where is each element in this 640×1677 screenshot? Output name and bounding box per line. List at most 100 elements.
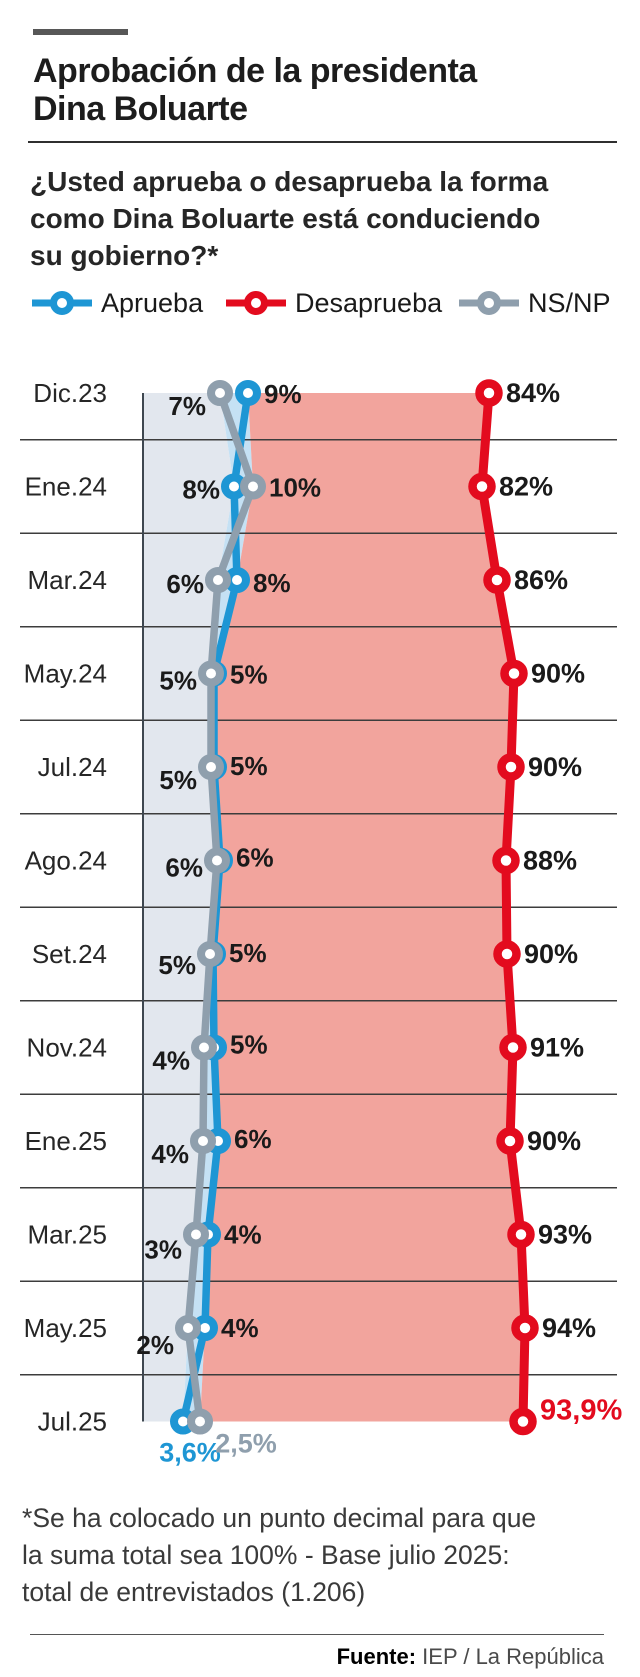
value-label-desaprueba: 91%	[530, 1033, 584, 1063]
marker-desaprueba	[499, 1033, 527, 1062]
footnote-line-2: la suma total sea 100% - Base julio 2025…	[22, 1540, 510, 1570]
date-label: Set.24	[32, 939, 107, 969]
marker-desaprueba	[511, 1314, 539, 1342]
value-label-left: 6%	[166, 569, 204, 599]
marker-aprueba	[235, 380, 261, 406]
date-label: May.25	[24, 1313, 107, 1343]
value-label-left: 4%	[152, 1046, 190, 1076]
value-label-left: 7%	[168, 391, 206, 421]
value-label-desaprueba: 90%	[527, 1126, 581, 1156]
marker-desaprueba	[509, 1407, 537, 1436]
marker-nsnp	[198, 660, 224, 687]
value-label-desaprueba: 82%	[499, 472, 553, 502]
date-label: Ene.24	[25, 472, 107, 502]
marker-nsnp	[191, 1034, 217, 1061]
page-title-line-2: Dina Boluarte	[33, 90, 248, 128]
footnote-line-3: total de entrevistados (1.206)	[22, 1577, 366, 1607]
marker-nsnp	[204, 847, 230, 874]
value-label-right: 4%	[224, 1220, 262, 1250]
value-label-left: 5%	[159, 765, 197, 795]
date-label: Nov.24	[27, 1033, 107, 1063]
value-label-left: 4%	[151, 1139, 189, 1169]
top-accent-bar	[33, 29, 128, 35]
legend: Aprueba Desaprueba NS/NP	[0, 286, 640, 320]
date-label: Ago.24	[25, 846, 107, 876]
value-label-desaprueba: 88%	[523, 846, 577, 876]
line-desaprueba	[477, 392, 530, 1422]
value-label-right: 8%	[253, 568, 291, 598]
marker-nsnp	[197, 941, 223, 967]
title-divider	[28, 141, 617, 143]
value-label-left: 8%	[182, 475, 220, 505]
value-label-right: 5%	[230, 751, 268, 781]
value-label-left: 5%	[158, 950, 196, 980]
poll-trend-chart: Dic.23 Ene.24 Mar.24 May.24 Jul.24 Ago.24 Set.…	[20, 378, 622, 1468]
marker-nsnp	[240, 473, 266, 500]
legend-item-nsnp: NS/NP	[458, 286, 611, 320]
marker-desaprueba	[507, 1220, 535, 1249]
value-label-right: 5%	[229, 938, 267, 968]
marker-desaprueba	[497, 753, 525, 781]
legend-marker-icon	[226, 291, 286, 315]
legend-label: Desaprueba	[295, 287, 443, 318]
legend-marker-icon	[459, 291, 519, 315]
marker-desaprueba	[483, 566, 511, 594]
marker-nsnp	[207, 380, 233, 406]
legend-marker-icon	[32, 291, 92, 315]
value-label-nsnp-final: 2,5%	[215, 1429, 277, 1459]
footnote: *Se ha colocado un punto decimal para qu…	[22, 1500, 536, 1611]
marker-nsnp	[198, 754, 224, 780]
chart-question-line-1: ¿Usted aprueba o desaprueba la forma	[30, 166, 549, 197]
chart-question: ¿Usted aprueba o desaprueba la forma com…	[30, 163, 548, 274]
date-label: May.24	[24, 659, 107, 689]
value-label-right: 10%	[269, 473, 321, 503]
line-nsnp	[184, 391, 257, 1422]
chart-question-line-2: como Dina Boluarte está conduciendo	[30, 203, 541, 234]
date-label: Ene.25	[25, 1126, 107, 1156]
value-label-left: 5%	[159, 666, 197, 696]
marker-nsnp	[190, 1128, 216, 1154]
source-line: Fuente: IEP / La República	[337, 1644, 604, 1670]
marker-desaprueba	[492, 846, 520, 875]
legend-label: NS/NP	[528, 287, 611, 318]
date-label: Jul.25	[38, 1407, 107, 1437]
date-label: Mar.25	[28, 1220, 108, 1250]
value-label-aprueba-final: 3,6%	[159, 1438, 221, 1468]
source-divider	[30, 1634, 604, 1635]
chart-question-line-3: su gobierno?*	[30, 240, 219, 271]
legend-item-aprueba: Aprueba	[31, 286, 203, 320]
marker-desaprueba	[500, 659, 528, 688]
marker-desaprueba	[468, 472, 496, 501]
date-label: Dic.23	[33, 378, 107, 408]
value-label-right: 6%	[234, 1124, 272, 1154]
marker-desaprueba	[493, 940, 521, 968]
legend-label: Aprueba	[101, 287, 204, 318]
value-label-right: 5%	[230, 1030, 268, 1060]
marker-desaprueba	[475, 379, 503, 407]
value-label-right: 9%	[264, 379, 302, 409]
value-label-right: 6%	[236, 843, 274, 873]
source-name: IEP / La República	[422, 1644, 604, 1669]
marker-nsnp	[205, 567, 231, 593]
date-label: Jul.24	[38, 752, 107, 782]
page-title: Aprobación de la presidenta Dina Boluart…	[33, 52, 477, 128]
marker-nsnp	[183, 1221, 209, 1248]
value-label-desaprueba: 86%	[514, 565, 568, 595]
value-label-right: 5%	[230, 660, 268, 690]
marker-desaprueba	[496, 1127, 524, 1155]
value-label-left: 3%	[144, 1235, 182, 1265]
legend-item-desaprueba: Desaprueba	[225, 286, 442, 320]
date-label: Mar.24	[28, 565, 108, 595]
value-label-desaprueba-final: 93,9%	[540, 1395, 622, 1427]
value-label-desaprueba: 90%	[528, 752, 582, 782]
footnote-line-1: *Se ha colocado un punto decimal para qu…	[22, 1503, 537, 1533]
value-label-right: 4%	[221, 1313, 259, 1343]
value-label-left: 6%	[165, 853, 203, 883]
marker-nsnp	[187, 1408, 213, 1435]
marker-nsnp	[175, 1315, 201, 1341]
value-label-desaprueba: 90%	[524, 939, 578, 969]
value-label-left: 2%	[136, 1330, 174, 1360]
chart: Dic.23 Ene.24 Mar.24 May.24 Jul.24 Ago.24 Set.…	[0, 330, 640, 1480]
value-label-desaprueba: 84%	[506, 378, 560, 408]
